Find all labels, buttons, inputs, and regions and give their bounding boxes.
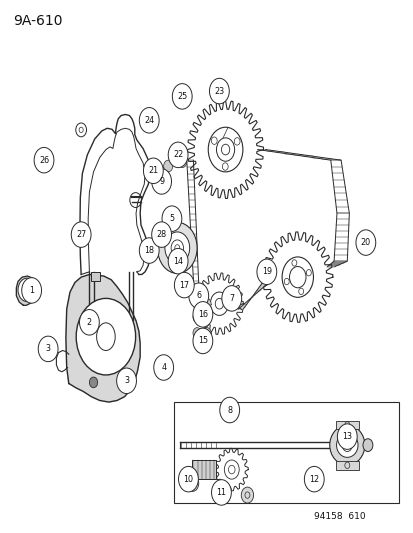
Circle shape (153, 355, 173, 380)
Circle shape (304, 466, 323, 492)
Text: 4: 4 (161, 363, 166, 372)
Circle shape (34, 148, 54, 173)
Text: 15: 15 (197, 336, 207, 345)
Circle shape (192, 298, 201, 309)
Circle shape (202, 298, 211, 309)
Bar (122, 381, 130, 389)
Text: 9A-610: 9A-610 (13, 14, 62, 28)
Circle shape (161, 206, 181, 231)
Text: 6: 6 (196, 291, 201, 300)
Text: 28: 28 (156, 230, 166, 239)
Text: 21: 21 (148, 166, 158, 175)
Circle shape (219, 397, 239, 423)
Text: 25: 25 (177, 92, 187, 101)
Text: 11: 11 (216, 488, 226, 497)
Circle shape (151, 168, 171, 194)
Circle shape (202, 312, 211, 322)
Circle shape (168, 248, 188, 274)
Text: 22: 22 (173, 150, 183, 159)
Circle shape (139, 108, 159, 133)
Circle shape (202, 328, 211, 338)
Circle shape (241, 487, 253, 503)
Text: 2: 2 (87, 318, 92, 327)
Circle shape (164, 232, 189, 264)
Circle shape (18, 278, 36, 302)
Text: 94158  610: 94158 610 (313, 512, 365, 521)
Text: 5: 5 (169, 214, 174, 223)
Circle shape (355, 230, 375, 255)
Circle shape (71, 222, 91, 247)
Bar (335, 421, 358, 429)
Text: 3: 3 (124, 376, 129, 385)
Circle shape (76, 123, 86, 137)
Circle shape (186, 475, 198, 491)
Circle shape (139, 238, 159, 263)
Text: 10: 10 (183, 475, 193, 483)
Circle shape (178, 466, 198, 492)
Text: 14: 14 (173, 257, 183, 265)
Text: 17: 17 (179, 280, 189, 289)
Circle shape (163, 160, 172, 172)
Circle shape (221, 286, 241, 311)
Text: 13: 13 (342, 432, 351, 441)
Circle shape (177, 156, 186, 167)
Text: 8: 8 (227, 406, 232, 415)
Text: 24: 24 (144, 116, 154, 125)
Circle shape (22, 278, 41, 303)
Circle shape (116, 368, 136, 393)
Circle shape (76, 298, 135, 375)
Circle shape (174, 272, 194, 298)
Text: 20: 20 (360, 238, 370, 247)
Polygon shape (17, 276, 37, 305)
Circle shape (79, 310, 99, 335)
Bar (335, 461, 358, 470)
Ellipse shape (336, 433, 357, 457)
Circle shape (213, 484, 225, 500)
Bar (191, 460, 216, 479)
Circle shape (362, 439, 372, 451)
Text: 16: 16 (197, 310, 207, 319)
Circle shape (337, 424, 356, 449)
Circle shape (168, 142, 188, 167)
Circle shape (256, 259, 276, 285)
Text: 9: 9 (159, 177, 164, 186)
Text: 1: 1 (29, 286, 34, 295)
Bar (173, 402, 398, 503)
Circle shape (149, 165, 158, 176)
Circle shape (188, 283, 208, 309)
Circle shape (209, 78, 229, 104)
Circle shape (192, 328, 201, 338)
Circle shape (143, 158, 163, 183)
Circle shape (192, 312, 201, 322)
Ellipse shape (329, 425, 364, 465)
Polygon shape (66, 274, 140, 402)
Bar (90, 272, 100, 281)
Text: 12: 12 (309, 475, 318, 483)
Circle shape (211, 480, 231, 505)
Text: 18: 18 (144, 246, 154, 255)
Circle shape (151, 222, 171, 247)
Circle shape (172, 84, 192, 109)
Circle shape (89, 377, 97, 387)
Text: 26: 26 (39, 156, 49, 165)
Circle shape (157, 222, 197, 273)
Text: 27: 27 (76, 230, 86, 239)
Circle shape (192, 328, 212, 354)
Text: 3: 3 (45, 344, 50, 353)
Text: 19: 19 (261, 268, 271, 276)
Circle shape (38, 336, 58, 362)
Circle shape (192, 302, 212, 327)
Text: 7: 7 (229, 294, 234, 303)
Text: 23: 23 (214, 86, 224, 95)
